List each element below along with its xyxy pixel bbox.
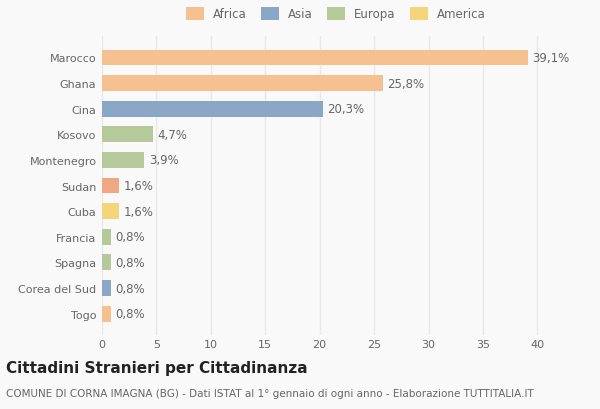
Text: 0,8%: 0,8% — [115, 308, 145, 320]
Bar — [102, 101, 323, 117]
Text: 25,8%: 25,8% — [387, 77, 424, 90]
Text: 1,6%: 1,6% — [124, 205, 154, 218]
Bar — [102, 127, 153, 143]
Bar — [102, 50, 527, 66]
Bar — [102, 153, 145, 169]
Bar — [102, 229, 111, 245]
Text: 20,3%: 20,3% — [327, 103, 364, 116]
Bar — [102, 178, 119, 194]
Text: 3,9%: 3,9% — [149, 154, 179, 167]
Text: 0,8%: 0,8% — [115, 256, 145, 269]
Bar — [102, 281, 111, 296]
Text: 39,1%: 39,1% — [532, 52, 569, 65]
Text: 0,8%: 0,8% — [115, 231, 145, 244]
Bar — [102, 306, 111, 322]
Text: COMUNE DI CORNA IMAGNA (BG) - Dati ISTAT al 1° gennaio di ogni anno - Elaborazio: COMUNE DI CORNA IMAGNA (BG) - Dati ISTAT… — [6, 389, 534, 398]
Text: Cittadini Stranieri per Cittadinanza: Cittadini Stranieri per Cittadinanza — [6, 360, 308, 375]
Bar — [102, 255, 111, 271]
Text: 4,7%: 4,7% — [158, 128, 187, 142]
Legend: Africa, Asia, Europa, America: Africa, Asia, Europa, America — [182, 5, 490, 25]
Bar — [102, 76, 383, 92]
Text: 1,6%: 1,6% — [124, 180, 154, 193]
Text: 0,8%: 0,8% — [115, 282, 145, 295]
Bar — [102, 204, 119, 220]
